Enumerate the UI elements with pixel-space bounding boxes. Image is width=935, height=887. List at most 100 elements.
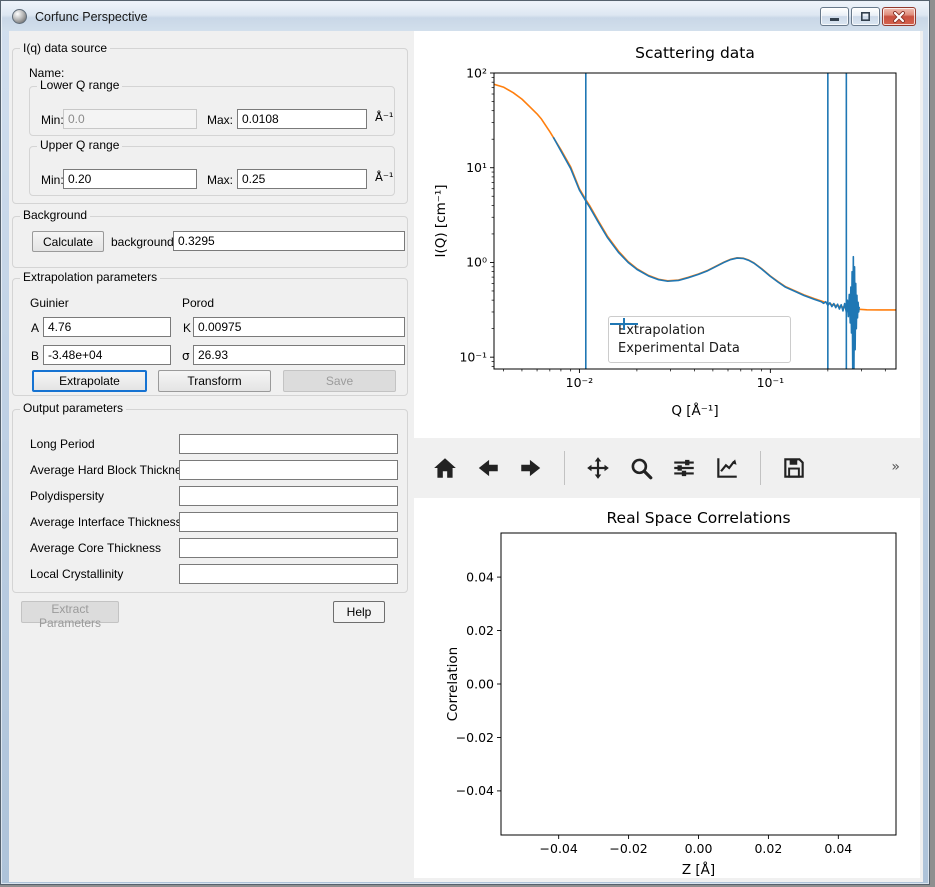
extract-parameters-button[interactable]: Extract Parameters	[21, 601, 119, 623]
edit-axes-button[interactable]	[712, 453, 742, 483]
lower-max-label: Max:	[207, 113, 233, 127]
guinier-a-field[interactable]	[43, 317, 171, 337]
lower-max-field[interactable]	[237, 109, 367, 129]
scattering-figure: 10⁻²10⁻¹10²10¹10⁰10⁻¹ Scattering data I(…	[414, 31, 920, 438]
local-crystallinity-label: Local Crystallinity	[30, 567, 123, 581]
scattering-ylabel: I(Q) [cm⁻¹]	[433, 184, 449, 257]
interface-thickness-label: Average Interface Thickness	[30, 515, 182, 529]
correlation-plot-title: Real Space Correlations	[501, 509, 896, 527]
home-button[interactable]	[430, 453, 460, 483]
zoom-button[interactable]	[626, 453, 656, 483]
guinier-a-label: A	[31, 321, 39, 335]
correlation-ylabel: Correlation	[445, 647, 461, 721]
extrapolation-group-title: Extrapolation parameters	[20, 271, 160, 284]
background-field[interactable]	[173, 231, 405, 251]
svg-text:10¹: 10¹	[466, 160, 487, 175]
upper-min-label: Min:	[41, 173, 64, 187]
back-button[interactable]	[473, 453, 503, 483]
svg-text:10⁻²: 10⁻²	[566, 375, 594, 390]
scattering-plot-canvas[interactable]: 10⁻²10⁻¹10²10¹10⁰10⁻¹	[414, 31, 920, 438]
main-content: I(q) data source Name: Lower Q range Min…	[9, 31, 923, 882]
long-period-field[interactable]	[179, 434, 398, 454]
core-thickness-label: Average Core Thickness	[30, 541, 161, 555]
legend-entry-experimental: Experimental Data	[618, 341, 781, 356]
svg-text:−0.02: −0.02	[609, 841, 647, 856]
forward-button[interactable]	[516, 453, 546, 483]
maximize-icon	[859, 11, 872, 22]
pan-button[interactable]	[583, 453, 613, 483]
legend-entry-extrapolation: Extrapolation	[618, 323, 781, 338]
svg-text:0.00: 0.00	[466, 676, 494, 691]
porod-sigma-label: σ	[182, 349, 190, 363]
core-thickness-field[interactable]	[179, 538, 398, 558]
hard-block-thickness-field[interactable]	[179, 460, 398, 480]
close-button[interactable]	[882, 7, 916, 26]
svg-text:10²: 10²	[466, 65, 487, 80]
background-field-label: background	[111, 235, 174, 249]
sliders-icon	[671, 455, 697, 481]
back-arrow-icon	[475, 455, 501, 481]
porod-label: Porod	[182, 296, 214, 310]
toolbar-separator	[760, 451, 761, 485]
experimental-errorbar-swatch	[609, 317, 639, 331]
title-bar[interactable]: Corfunc Perspective	[2, 2, 928, 31]
upper-min-field[interactable]	[63, 169, 197, 189]
guinier-b-label: B	[31, 349, 39, 363]
svg-text:−0.02: −0.02	[456, 730, 494, 745]
app-icon	[12, 9, 27, 24]
lower-q-group-title: Lower Q range	[37, 79, 122, 92]
lower-min-label: Min:	[41, 113, 64, 127]
minimize-icon	[828, 11, 841, 22]
home-icon	[432, 455, 458, 481]
polydispersity-field[interactable]	[179, 486, 398, 506]
configure-subplots-button[interactable]	[669, 453, 699, 483]
upper-max-field[interactable]	[237, 169, 367, 189]
calculate-button[interactable]: Calculate	[32, 231, 104, 252]
lower-min-field[interactable]	[63, 109, 197, 129]
porod-k-field[interactable]	[193, 317, 405, 337]
plot-legend: Extrapolation Experimental Data	[608, 316, 791, 363]
toolbar-overflow-button[interactable]: »	[885, 458, 906, 476]
background-group-title: Background	[20, 209, 90, 222]
correlation-plot-canvas[interactable]: −0.04 −0.02 0.00 0.02 0.04 0.04 0.02 0.00 −0.02 −…	[414, 498, 920, 878]
line-chart-icon	[714, 455, 740, 481]
guinier-label: Guinier	[30, 296, 69, 310]
local-crystallinity-field[interactable]	[179, 564, 398, 584]
correlation-xlabel: Z [Å]	[501, 862, 896, 878]
long-period-label: Long Period	[30, 437, 95, 451]
hard-block-thickness-label: Average Hard Block Thickness	[30, 463, 194, 477]
floppy-disk-icon	[781, 455, 807, 481]
svg-text:0.04: 0.04	[466, 569, 494, 584]
correlation-figure: −0.04 −0.02 0.00 0.02 0.04 0.04 0.02 0.00 −0.02 −…	[414, 498, 920, 878]
minimize-button[interactable]	[820, 7, 849, 26]
save-button[interactable]: Save	[283, 370, 396, 392]
interface-thickness-field[interactable]	[179, 512, 398, 532]
pan-icon	[585, 455, 611, 481]
maximize-button[interactable]	[851, 7, 880, 26]
close-icon	[893, 11, 905, 23]
magnifier-icon	[628, 455, 654, 481]
svg-text:0.04: 0.04	[824, 841, 852, 856]
polydispersity-label: Polydispersity	[30, 489, 104, 503]
upper-unit-label: Å⁻¹	[375, 170, 394, 184]
transform-button[interactable]: Transform	[158, 370, 271, 392]
svg-text:0.00: 0.00	[685, 841, 713, 856]
scattering-plot-title: Scattering data	[494, 44, 896, 62]
forward-arrow-icon	[518, 455, 544, 481]
corfunc-window: Corfunc Perspective I(q) data source Nam…	[0, 0, 930, 885]
svg-text:0.02: 0.02	[466, 623, 494, 638]
scattering-xlabel: Q [Å⁻¹]	[494, 403, 896, 419]
help-button[interactable]: Help	[333, 601, 385, 623]
save-figure-button[interactable]	[779, 453, 809, 483]
legend-label: Experimental Data	[618, 341, 740, 356]
guinier-b-field[interactable]	[43, 345, 171, 365]
svg-text:0.02: 0.02	[754, 841, 782, 856]
upper-max-label: Max:	[207, 173, 233, 187]
output-group-title: Output parameters	[20, 402, 126, 415]
extrapolate-button[interactable]: Extrapolate	[32, 370, 147, 392]
svg-text:−0.04: −0.04	[456, 783, 494, 798]
porod-sigma-field[interactable]	[193, 345, 405, 365]
plot-toolbar: »	[414, 438, 920, 498]
svg-text:−0.04: −0.04	[540, 841, 578, 856]
porod-k-label: K	[183, 321, 191, 335]
